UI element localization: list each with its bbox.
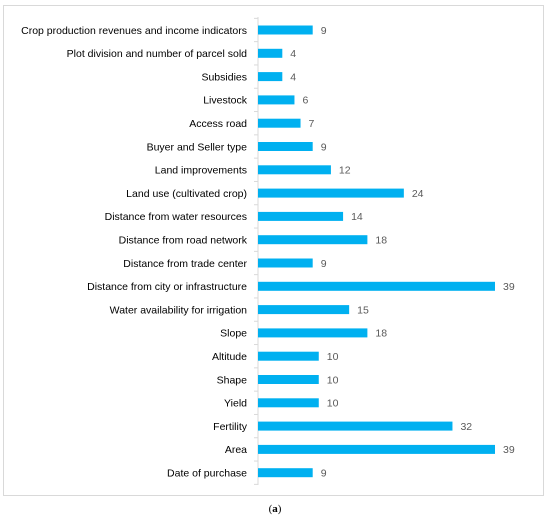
bar <box>258 188 404 198</box>
bar <box>258 258 313 268</box>
category-label: Distance from trade center <box>123 258 247 270</box>
category-label: Land improvements <box>155 165 247 177</box>
category-label: Distance from road network <box>119 235 248 247</box>
bar <box>258 328 368 338</box>
category-label: Buyer and Seller type <box>147 141 248 153</box>
bar <box>258 444 495 454</box>
figure-caption: (a) <box>0 503 550 515</box>
data-label: 9 <box>321 258 327 270</box>
data-label: 9 <box>321 141 327 153</box>
category-label: Land use (cultivated crop) <box>126 188 247 200</box>
data-label: 4 <box>290 48 296 60</box>
category-label: Distance from city or infrastructure <box>87 281 247 293</box>
data-label: 10 <box>327 351 339 363</box>
bar <box>258 281 495 291</box>
bar <box>258 118 301 128</box>
category-label: Altitude <box>212 351 247 363</box>
data-label: 7 <box>309 118 315 130</box>
caption-label: a <box>272 503 278 515</box>
chart-frame <box>3 5 544 496</box>
bar <box>258 375 319 384</box>
data-label: 9 <box>321 468 327 480</box>
category-label: Area <box>225 444 247 456</box>
data-label: 9 <box>321 25 327 37</box>
data-label: 6 <box>302 95 308 107</box>
category-label: Yield <box>224 398 247 410</box>
bar-chart: Crop production revenues and income indi… <box>21 17 515 485</box>
category-label: Date of purchase <box>167 468 247 480</box>
bar <box>258 142 313 151</box>
category-label: Crop production revenues and income indi… <box>21 25 247 37</box>
category-label: Subsidies <box>201 71 247 83</box>
bar <box>258 165 331 175</box>
data-label: 10 <box>327 398 339 410</box>
bar <box>258 421 453 431</box>
bar <box>258 95 295 105</box>
bar <box>258 305 350 315</box>
category-label: Livestock <box>203 95 248 107</box>
data-label: 39 <box>503 281 515 293</box>
data-label: 18 <box>375 328 387 340</box>
caption-close: ) <box>277 503 282 515</box>
bar <box>258 398 319 408</box>
category-label: Water availability for irrigation <box>110 304 247 316</box>
bar <box>258 48 283 58</box>
data-label: 32 <box>460 421 472 433</box>
data-label: 14 <box>351 211 363 223</box>
bar <box>258 235 368 245</box>
data-label: 18 <box>375 235 387 247</box>
category-label: Fertility <box>213 421 248 433</box>
data-label: 39 <box>503 444 515 456</box>
category-label: Slope <box>220 328 247 340</box>
bar <box>258 351 319 361</box>
data-label: 10 <box>327 374 339 386</box>
category-label: Shape <box>217 374 248 386</box>
caption-open: ( <box>268 503 273 515</box>
data-label: 4 <box>290 71 296 83</box>
data-label: 12 <box>339 165 351 177</box>
data-label: 15 <box>357 304 369 316</box>
bar <box>258 25 313 35</box>
category-label: Distance from water resources <box>105 211 247 223</box>
bar <box>258 72 283 82</box>
bar <box>258 211 344 221</box>
category-label: Plot division and number of parcel sold <box>67 48 248 60</box>
category-label: Access road <box>189 118 247 130</box>
bar <box>258 468 313 478</box>
data-label: 24 <box>412 188 424 200</box>
